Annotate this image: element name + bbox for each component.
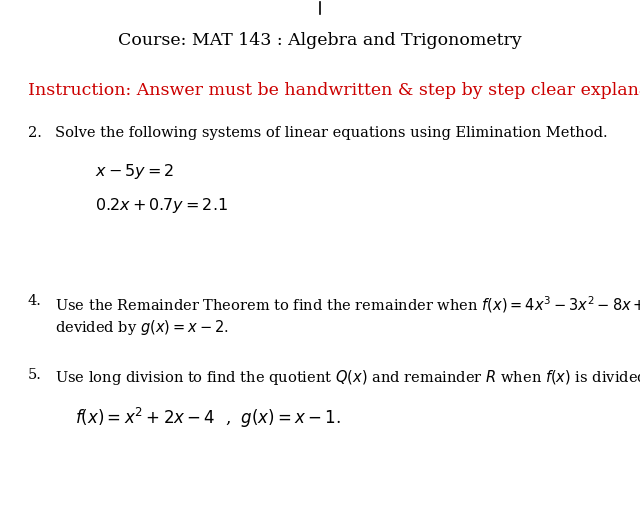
Text: 5.: 5. — [28, 368, 42, 382]
Text: $f(x) = x^2 + 2x - 4$  ,  $g(x) = x - 1$.: $f(x) = x^2 + 2x - 4$ , $g(x) = x - 1$. — [75, 406, 341, 430]
Text: 2.: 2. — [28, 126, 42, 140]
Text: Solve the following systems of linear equations using Elimination Method.: Solve the following systems of linear eq… — [55, 126, 607, 140]
Text: 4.: 4. — [28, 294, 42, 308]
Text: $0.2x + 0.7y = 2.1$: $0.2x + 0.7y = 2.1$ — [95, 196, 228, 215]
Text: Course: MAT 143 : Algebra and Trigonometry: Course: MAT 143 : Algebra and Trigonomet… — [118, 32, 522, 49]
Text: Instruction: Answer must be handwritten & step by step clear explanation: Instruction: Answer must be handwritten … — [28, 82, 640, 99]
Text: $x - 5y = 2$: $x - 5y = 2$ — [95, 162, 174, 181]
Text: devided by $g(x) = x - 2$.: devided by $g(x) = x - 2$. — [55, 318, 228, 337]
Text: Use long division to find the quotient $Q(x)$ and remainder $R$ when $f(x)$ is d: Use long division to find the quotient $… — [55, 368, 640, 387]
Text: Use the Remainder Theorem to find the remainder when $f(x) = 4x^3 - 3x^2 - 8x + : Use the Remainder Theorem to find the re… — [55, 294, 640, 314]
